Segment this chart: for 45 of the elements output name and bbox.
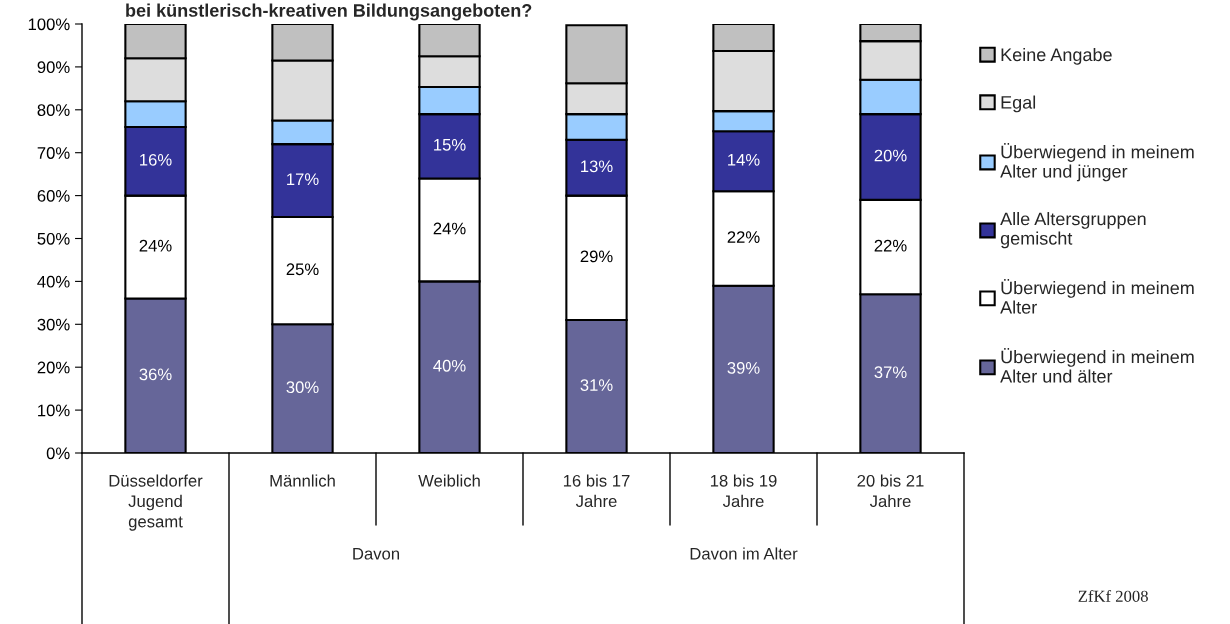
y-tick-label: 60% — [37, 190, 70, 202]
x-tick-label: 20 bis 21 Jahre — [857, 474, 924, 508]
data-label: 24% — [433, 222, 466, 235]
data-label: 24% — [139, 239, 172, 252]
data-label: 36% — [139, 368, 172, 381]
text: ZfKf 2008 — [1078, 590, 1148, 602]
data-label: 31% — [580, 379, 613, 391]
data-label: 30% — [286, 381, 319, 394]
y-tick-label: 50% — [37, 232, 70, 245]
data-label: 37% — [874, 366, 907, 379]
text: Davon — [353, 547, 400, 560]
y-tick-label: 70% — [37, 147, 70, 159]
data-label: 29% — [580, 250, 613, 263]
data-label: 39% — [727, 362, 760, 374]
y-tick-label: 100% — [28, 18, 70, 31]
legend-label: Überwiegend in meinem Alter und jünger — [1000, 143, 1194, 182]
text: Davon im Alter — [690, 547, 798, 560]
legend-label: Keine Angabe — [1001, 47, 1112, 65]
data-label: 25% — [286, 263, 319, 276]
y-tick-label: 40% — [37, 275, 70, 288]
legend-label: Alle Altersgruppen gemischt — [1000, 212, 1146, 249]
data-label: 17% — [287, 173, 319, 185]
legend-label: Überwiegend in meinem Alter — [1000, 279, 1194, 314]
data-label: 22% — [727, 231, 760, 243]
y-tick-label: 90% — [37, 61, 70, 74]
x-tick-label: 18 bis 19 Jahre — [710, 474, 777, 508]
y-tick-label: 20% — [37, 361, 70, 374]
x-tick-label: Düsseldorfer Jugend gesamt — [109, 474, 203, 531]
data-label: 13% — [581, 160, 613, 173]
data-label: 20% — [874, 149, 907, 162]
x-tick-label: Männlich — [270, 474, 335, 487]
data-label: 22% — [874, 239, 907, 252]
y-tick-label: 80% — [37, 104, 70, 116]
x-tick-label: Weiblich — [418, 474, 480, 487]
data-label: 14% — [728, 154, 760, 166]
data-label: 15% — [434, 139, 466, 151]
chart-title: bei künstlerisch-kreativen Bildungsangeboten? — [126, 3, 532, 21]
x-tick-label: 16 bis 17 Jahre — [563, 474, 630, 508]
y-tick-label: 0% — [46, 447, 70, 460]
y-tick-label: 30% — [37, 318, 70, 331]
legend-label: Überwiegend in meinem Alter und älter — [1000, 348, 1194, 383]
legend-label: Egal — [1001, 95, 1036, 113]
data-label: 16% — [140, 153, 172, 166]
data-label: 40% — [433, 359, 466, 372]
y-tick-label: 10% — [38, 404, 70, 417]
